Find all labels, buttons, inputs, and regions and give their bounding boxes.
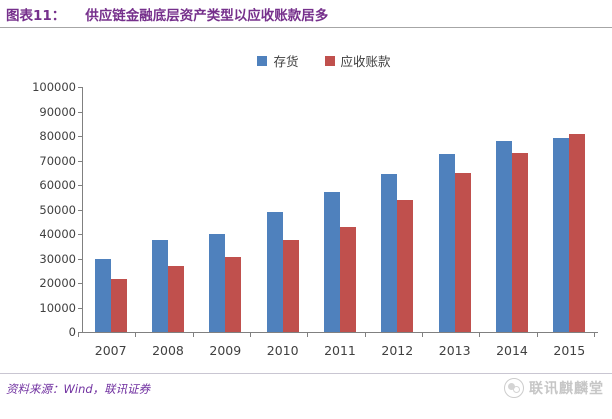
x-axis-label: 2007 [94,343,127,358]
brand-mark: 联讯麒麟堂 [504,378,604,398]
bar-chart: 0 10000 20000 30000 40000 50000 60000 70000 8000… [32,80,598,358]
x-axis-label: 2014 [496,343,528,358]
bar-group-2009 [197,87,254,332]
bar-receivables-2011 [339,226,356,332]
y-axis-tick [78,234,82,235]
footer-divider [0,373,612,374]
x-axis-label: 2008 [152,343,184,358]
y-axis-tick [78,87,82,88]
y-axis-label: 70000 [39,153,76,168]
bar-group-2014 [483,87,540,332]
x-axis-label: 2015 [553,343,586,358]
legend-item-receivables: 应收账款 [324,51,391,70]
figure-number-label: 图表11： [6,8,66,24]
source-note: 资料来源：Wind，联讯证券 [6,382,151,396]
legend-swatch-inventory [257,55,268,66]
x-axis-label: 2011 [324,343,356,358]
legend-label-receivables: 应收账款 [340,54,391,69]
bar-inventory-2015 [553,138,570,332]
bar-receivables-2015 [569,133,586,332]
brand-name: 联讯麒麟堂 [529,381,604,397]
y-axis-label: 20000 [39,276,76,290]
legend-label-inventory: 存货 [273,54,299,69]
qilin-logo-icon [504,378,524,398]
bar-receivables-2007 [110,279,127,332]
x-axis-label: 2012 [381,343,414,358]
y-axis-label: 90000 [39,104,76,119]
bar-inventory-2013 [438,154,455,332]
y-axis-label: 80000 [39,129,76,143]
figure-title: 供应链金融底层资产类型以应收账款居多 [85,8,329,24]
legend-swatch-receivables [324,55,335,66]
x-axis [78,332,598,333]
bar-group-2015 [541,87,598,332]
bar-group-2011 [311,87,368,332]
bar-group-2013 [426,87,483,332]
bar-receivables-2012 [397,199,414,332]
bar-receivables-2008 [167,265,184,332]
chart-legend: 存货 应收账款 [18,51,612,70]
bar-inventory-2008 [151,240,168,332]
bar-inventory-2010 [266,211,283,332]
bar-receivables-2009 [225,257,242,332]
x-axis-tick [135,333,137,337]
bar-inventory-2014 [495,140,512,332]
y-axis-label: 60000 [39,178,76,192]
header-divider [0,27,612,28]
y-axis-tick [78,185,82,186]
y-axis-label: 100000 [32,80,76,94]
bar-group-2010 [254,87,311,332]
bar-inventory-2009 [209,234,226,332]
y-axis-label: 30000 [39,251,76,266]
y-axis-tick [78,307,82,309]
bar-inventory-2007 [94,258,111,332]
x-axis-label: 2010 [266,343,299,358]
y-axis-tick [78,283,82,284]
figure-header: 图表11： 供应链金融底层资产类型以应收账款居多 [6,4,606,24]
bar-receivables-2014 [511,153,528,332]
y-axis-tick [78,209,82,211]
y-axis-label: 10000 [39,300,76,315]
x-axis-label: 2009 [209,343,242,358]
bar-group-2008 [139,87,196,332]
bar-group-2012 [369,87,426,332]
x-axis-tick [594,333,595,337]
y-axis-label: 50000 [39,202,76,217]
x-axis-label: 2013 [438,343,471,358]
x-axis-tick [479,333,481,337]
bar-receivables-2013 [454,172,471,332]
x-axis-tick [422,333,423,337]
y-axis-tick [78,111,82,113]
y-axis-tick [78,136,82,137]
bar-receivables-2010 [282,240,299,332]
y-axis [82,87,83,333]
y-axis-tick [78,332,82,333]
plot-area [82,87,598,332]
x-axis-tick [192,333,194,337]
y-axis-tick [78,258,82,260]
x-axis-tick [364,333,366,337]
y-axis-label: 40000 [39,227,76,241]
legend-item-inventory: 存货 [257,51,299,70]
bar-group-2007 [82,87,139,332]
bar-inventory-2011 [323,192,340,332]
x-axis-tick [536,333,538,337]
bar-inventory-2012 [381,173,398,332]
x-axis-tick [307,333,309,337]
y-axis-tick [78,160,82,162]
x-axis-tick [250,333,251,337]
y-axis-label: 0 [68,325,76,339]
x-axis-tick [78,333,79,337]
